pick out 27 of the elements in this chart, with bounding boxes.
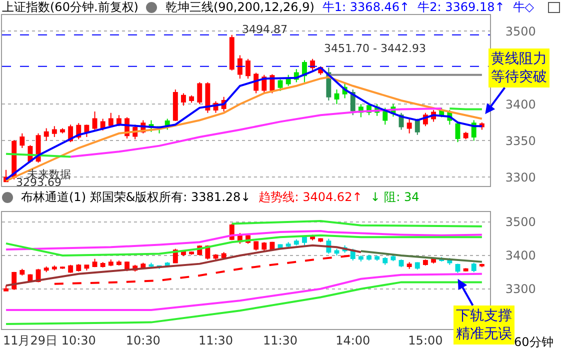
text: ↓ 阻: 34 [370,190,420,204]
chart-subtitle: 乾坤三线(90,200,12,26,9) [165,0,314,14]
y-tick-label: 3400 [505,97,536,112]
x-axis-title: 60分钟 [514,335,554,349]
annotation: 3451.70 - 3442.93 [324,42,426,55]
x-tick-label: 11:30 [198,333,234,348]
x-tick-label: 11月29日 [2,333,58,348]
y-tick-label: 3300 [505,282,536,296]
text: 牛2: 3369.18↑ [418,0,505,14]
annotation: 下轨支撑精准无误 [456,308,512,342]
x-tick-label: 15:00 [408,333,443,348]
chart-title: 上证指数(60分钟.前复权) [2,0,138,14]
annotation: 3494.87 [242,23,288,36]
x-tick-label: 10:30 [61,333,96,348]
y-tick-label: 3350 [505,134,536,148]
x-tick-label: 11:30 [262,333,298,348]
x-tick-label: 14:00 [336,333,370,348]
text: 黄线阻力等待突破 [491,51,547,86]
text: 牛◇ [512,0,534,14]
y-tick-label: 3500 [505,24,536,38]
y-tick-label: 3300 [505,170,536,184]
text: 趋势线: 3404.62↑ [258,190,362,204]
chart-title: 布林通道(1) 郑国荣&版权所有: 3381.28↓ [21,190,251,204]
y-tick-label: 3400 [505,248,536,263]
y-tick-label: 3500 [505,215,536,230]
x-tick-label: 10:30 [126,333,160,348]
text: 牛1: 3368.46↑ [322,0,410,14]
